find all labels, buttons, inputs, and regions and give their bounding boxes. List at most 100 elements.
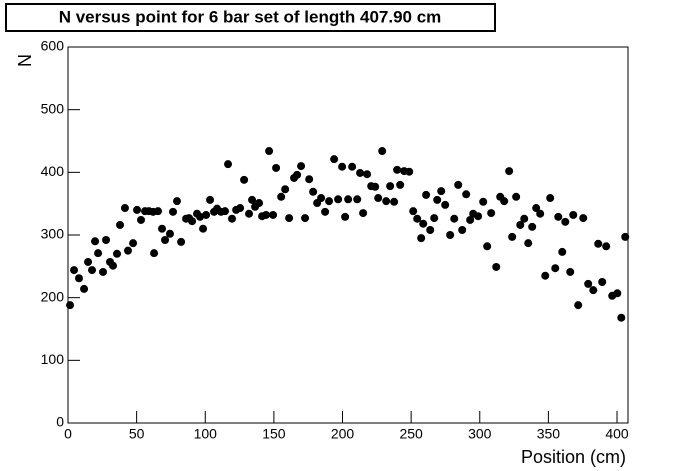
y-axis-label: N — [15, 54, 35, 67]
point — [255, 199, 264, 208]
point — [492, 262, 501, 271]
point — [621, 232, 630, 241]
point — [569, 210, 578, 219]
point — [317, 194, 326, 203]
point — [133, 205, 142, 214]
point — [325, 197, 334, 206]
point — [594, 239, 603, 248]
point — [70, 266, 79, 275]
point — [505, 167, 514, 176]
y-tick-label: 600 — [41, 38, 65, 54]
point — [137, 215, 146, 224]
point — [277, 192, 286, 201]
x-tick-label: 350 — [537, 426, 561, 442]
point — [382, 197, 391, 206]
point — [269, 210, 278, 219]
point — [566, 267, 575, 276]
point — [165, 229, 174, 238]
point — [94, 249, 103, 258]
point — [91, 237, 100, 246]
point — [500, 197, 509, 206]
point — [84, 257, 93, 266]
point — [466, 215, 475, 224]
point — [479, 197, 488, 206]
x-tick-label: 100 — [194, 426, 218, 442]
point — [305, 175, 314, 184]
point — [437, 187, 446, 196]
point — [446, 231, 455, 239]
point — [109, 261, 118, 270]
y-tick-label: 100 — [41, 351, 65, 367]
point — [248, 195, 257, 204]
point — [602, 242, 611, 251]
point — [99, 267, 107, 276]
point — [512, 192, 521, 201]
point — [301, 214, 310, 223]
point — [528, 222, 537, 231]
point — [199, 224, 208, 233]
point — [430, 214, 439, 223]
point — [524, 239, 533, 248]
point — [487, 209, 496, 218]
point — [617, 313, 626, 322]
point — [558, 247, 567, 256]
x-axis-label: Position (cm) — [521, 447, 626, 467]
point — [330, 155, 339, 164]
point — [120, 204, 129, 213]
point — [441, 200, 450, 209]
point — [409, 207, 418, 216]
point — [532, 204, 541, 213]
point — [285, 214, 294, 223]
point — [88, 266, 97, 275]
point — [541, 271, 550, 280]
point — [80, 284, 89, 293]
point — [474, 212, 483, 221]
point — [390, 197, 399, 206]
point — [74, 274, 83, 283]
point — [378, 147, 387, 156]
point — [589, 286, 598, 295]
x-tick-label: 150 — [262, 426, 286, 442]
point — [344, 195, 353, 204]
point — [371, 182, 380, 191]
point — [196, 212, 205, 221]
point — [321, 207, 330, 216]
point — [281, 185, 290, 194]
x-tick-label: 200 — [331, 426, 355, 442]
point — [161, 236, 170, 245]
point — [150, 249, 159, 258]
x-tick-label: 250 — [399, 426, 423, 442]
point — [396, 180, 405, 189]
point — [262, 210, 271, 219]
point — [546, 194, 555, 203]
point — [338, 162, 347, 171]
point — [516, 220, 525, 229]
point — [574, 301, 583, 310]
point — [458, 225, 467, 234]
point — [508, 232, 517, 241]
point — [598, 278, 607, 286]
y-tick-label: 0 — [56, 414, 64, 430]
y-tick-label: 200 — [41, 288, 65, 304]
point — [386, 182, 395, 191]
chart-title: N versus point for 6 bar set of length 4… — [59, 7, 442, 26]
point — [236, 204, 245, 213]
point — [228, 214, 237, 223]
point — [363, 170, 372, 179]
point — [419, 219, 428, 228]
point — [579, 214, 588, 223]
x-tick-label: 50 — [129, 426, 145, 442]
x-tick-label: 400 — [605, 426, 629, 442]
point — [483, 242, 492, 251]
y-tick-label: 500 — [41, 100, 65, 116]
title-box — [5, 3, 496, 32]
point — [334, 195, 343, 204]
point — [245, 209, 254, 218]
point — [520, 214, 529, 223]
point — [172, 197, 181, 206]
point — [426, 225, 435, 234]
point — [433, 195, 442, 204]
point — [450, 214, 459, 223]
